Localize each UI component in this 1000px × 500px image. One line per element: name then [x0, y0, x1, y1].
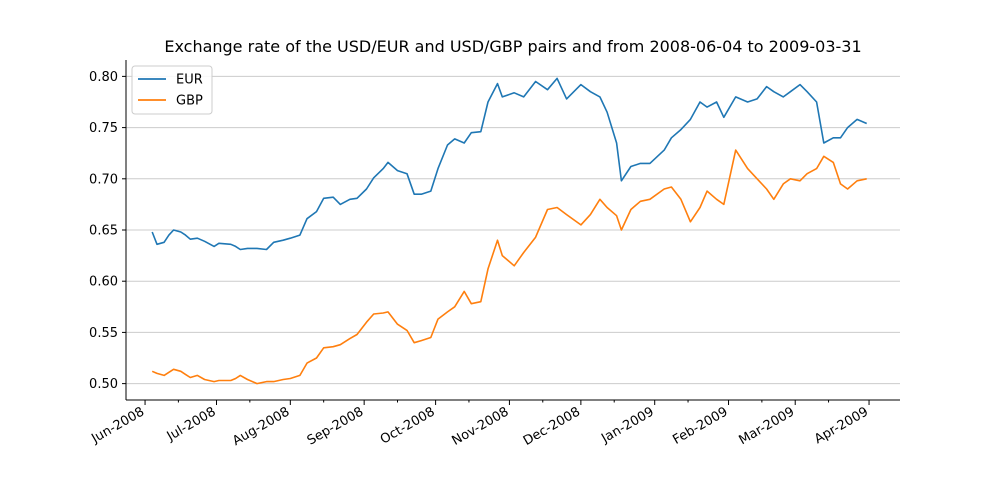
x-tick-label: Jan-2009 — [598, 404, 656, 446]
y-ticks: 0.50 0.55 0.60 0.65 0.70 0.75 0.80 — [89, 70, 126, 392]
legend: EUR GBP — [131, 65, 213, 115]
x-tick-label: Feb-2009 — [670, 404, 730, 447]
y-tick-label: 0.50 — [89, 377, 118, 392]
series-line-eur — [151, 77, 868, 251]
x-tick-label: Dec-2008 — [521, 404, 583, 448]
y-tick-label: 0.80 — [89, 70, 118, 85]
y-tick-label: 0.75 — [89, 121, 118, 136]
y-tick-label: 0.70 — [89, 172, 118, 187]
legend-label-eur: EUR — [176, 73, 203, 88]
legend-box — [131, 65, 213, 115]
legend-label-gbp: GBP — [176, 94, 203, 109]
x-tick-label: Aug-2008 — [230, 404, 292, 449]
x-tick-label: Oct-2008 — [378, 404, 438, 447]
x-tick-label: Nov-2008 — [450, 404, 512, 448]
y-tick-label: 0.60 — [89, 275, 118, 290]
x-tick-label: Sep-2008 — [305, 404, 366, 448]
grid-lines — [126, 75, 900, 385]
x-tick-label: Apr-2009 — [812, 404, 871, 447]
series-layer — [151, 77, 868, 385]
x-tick-label: Mar-2009 — [736, 404, 797, 448]
y-tick-label: 0.65 — [89, 224, 118, 239]
x-tick-label: Jun-2008 — [88, 404, 147, 447]
chart-title: Exchange rate of the USD/EUR and USD/GBP… — [164, 37, 861, 56]
x-ticks: Jun-2008 Jul-2008 Aug-2008 Sep-2008 Oct-2008… — [88, 400, 871, 449]
y-tick-label: 0.55 — [89, 326, 118, 341]
x-tick-label: Jul-2008 — [164, 404, 219, 444]
series-line-gbp — [151, 149, 867, 385]
